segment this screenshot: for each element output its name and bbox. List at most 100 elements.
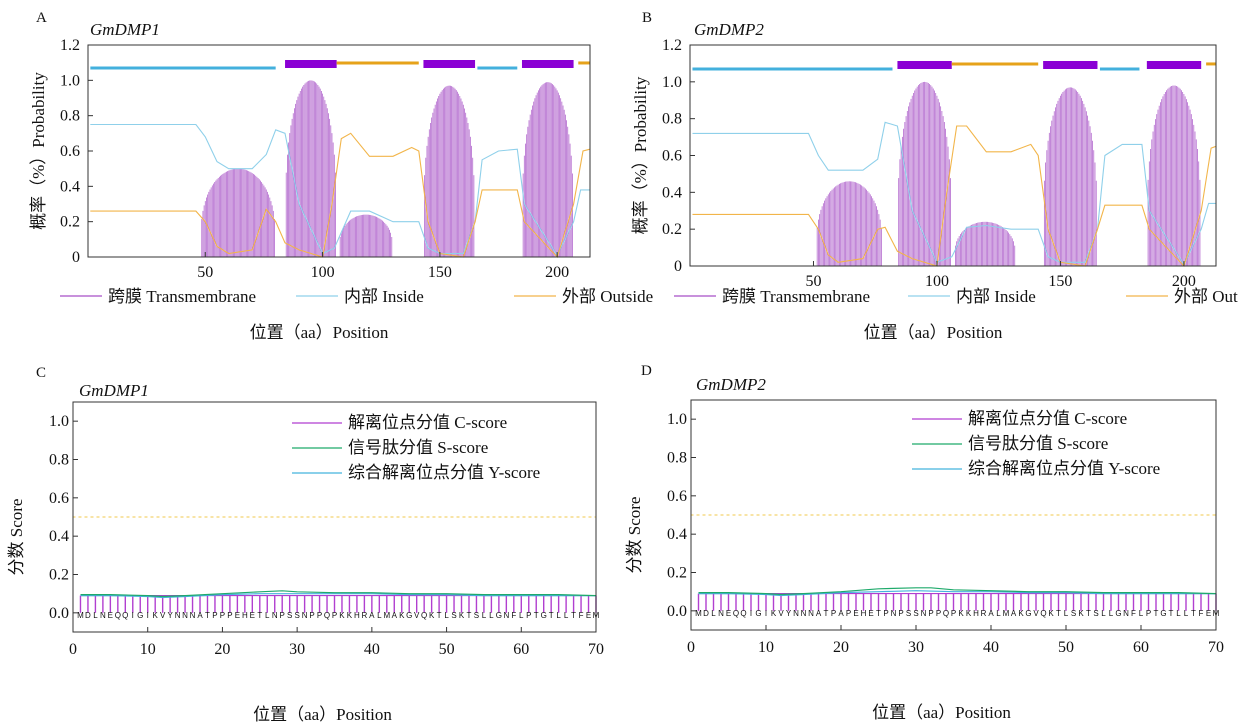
sequence-letter: F [579, 611, 584, 620]
x-tick-label: 150 [1048, 273, 1072, 290]
panel-a-transmembrane-chart: A GmDMP1 0 0.2 0.4 0.6 0.8 1.0 1.2 50 100 150 200 概率（… [29, 10, 653, 342]
sequence-letter: G [541, 611, 547, 620]
sequence-letter: L [444, 611, 449, 620]
x-tick-label: 100 [925, 273, 949, 290]
x-tick-label: 0 [69, 641, 77, 658]
sequence-letter: K [459, 611, 465, 620]
chart-title: GmDMP2 [694, 20, 764, 39]
y-axis-label: 分数 Score [625, 497, 644, 574]
sequence-letter: Y [167, 611, 173, 620]
sequence-letter: A [838, 609, 844, 618]
transmembrane-hump [816, 181, 884, 266]
y-tick-label: 0.2 [49, 567, 69, 584]
plot-frame [690, 399, 1217, 631]
sequence-letter: L [1064, 609, 1069, 618]
transmembrane-hump [285, 80, 338, 257]
sequence-letter: N [801, 609, 807, 618]
legend-label: 综合解离位点分值 Y-score [968, 459, 1160, 478]
y-tick-label: 0.2 [60, 214, 80, 231]
transmembrane-hump [1043, 87, 1098, 266]
sequence-letter: K [1078, 609, 1084, 618]
sequence-letter: K [347, 611, 353, 620]
sequence-letter: F [1199, 609, 1204, 618]
sequence-letter: G [496, 611, 502, 620]
x-tick-label: 200 [545, 264, 569, 281]
sequence-letter: M [695, 609, 702, 618]
sequence-letter: P [951, 609, 956, 618]
x-axis-label: 位置（aa）Position [872, 703, 1011, 722]
sequence-letter: A [197, 611, 203, 620]
sequence-letter: P [227, 611, 232, 620]
sequence-letter: D [85, 611, 91, 620]
sequence-letter: P [898, 609, 903, 618]
sequence-letter: D [703, 609, 709, 618]
chart-title: GmDMP1 [90, 20, 160, 39]
sequence-letter: N [503, 611, 509, 620]
sequence-letter: F [1131, 609, 1136, 618]
sequence-letter: I [132, 611, 134, 620]
y-tick-label: 0.2 [667, 565, 687, 582]
sequence-letter: P [928, 609, 933, 618]
sequence-letter: P [317, 611, 322, 620]
c-score-stems [697, 593, 1217, 611]
transmembrane-hump [339, 214, 394, 257]
sequence-letter: G [137, 611, 143, 620]
y-tick-label: 1.0 [662, 74, 682, 91]
sequence-letter: Q [115, 611, 121, 620]
y-tick-label: 0.6 [49, 490, 69, 507]
sequence-letter: L [265, 611, 270, 620]
sequence-letter: L [377, 611, 382, 620]
transmembrane-hump [424, 85, 476, 257]
plot-frame [689, 44, 1217, 267]
sequence-letter: E [1206, 609, 1211, 618]
sequence-letter: E [726, 609, 731, 618]
panel-label: A [36, 10, 47, 26]
sequence-letter: H [242, 611, 248, 620]
y-tick-label: 0.6 [60, 143, 80, 160]
y-tick-label: 0.4 [60, 178, 80, 195]
sequence-letter: K [153, 611, 159, 620]
y-axis-label: 概率（%）Probability [631, 76, 650, 234]
sequence-letter: L [564, 611, 569, 620]
sequence-letter: P [883, 609, 888, 618]
sequence-letter: T [437, 611, 442, 620]
sequence-letter: L [1176, 609, 1181, 618]
sequence-letter: Y [786, 609, 792, 618]
sequence-letter: N [272, 611, 278, 620]
sequence-letter: H [861, 609, 867, 618]
sequence-letter: L [996, 609, 1001, 618]
x-tick-label: 10 [140, 641, 156, 658]
y-tick-label: 0.8 [662, 111, 682, 128]
x-tick-label: 200 [1172, 273, 1196, 290]
panel-label: B [642, 10, 652, 26]
sequence-letter: V [414, 611, 420, 620]
sequence-letter: S [1093, 609, 1098, 618]
legend-label: 综合解离位点分值 Y-score [348, 463, 540, 482]
x-tick-label: 50 [805, 273, 821, 290]
sequence-letter: P [1146, 609, 1151, 618]
sequence-letter: S [294, 611, 299, 620]
sequence-letter: N [182, 611, 188, 620]
x-tick-label: 70 [1208, 639, 1224, 656]
sequence-letter: N [808, 609, 814, 618]
sequence-letter: H [973, 609, 979, 618]
x-tick-label: 100 [311, 264, 335, 281]
sequence-letter: T [876, 609, 881, 618]
y-tick-label: 0.0 [49, 605, 69, 622]
sequence-letter: K [429, 611, 435, 620]
sequence-letter: L [556, 611, 561, 620]
x-tick-label: 50 [197, 264, 213, 281]
x-tick-label: 30 [908, 639, 924, 656]
sequence-letter: G [1115, 609, 1121, 618]
transmembrane-hump [955, 221, 1017, 266]
sequence-letter: T [1056, 609, 1061, 618]
sequence-letter: S [474, 611, 479, 620]
sequence-letter: E [586, 611, 591, 620]
sequence-letter: T [534, 611, 539, 620]
y-tick-label: 0 [674, 258, 682, 275]
x-tick-label: 60 [1133, 639, 1149, 656]
sequence-letter: L [93, 611, 98, 620]
